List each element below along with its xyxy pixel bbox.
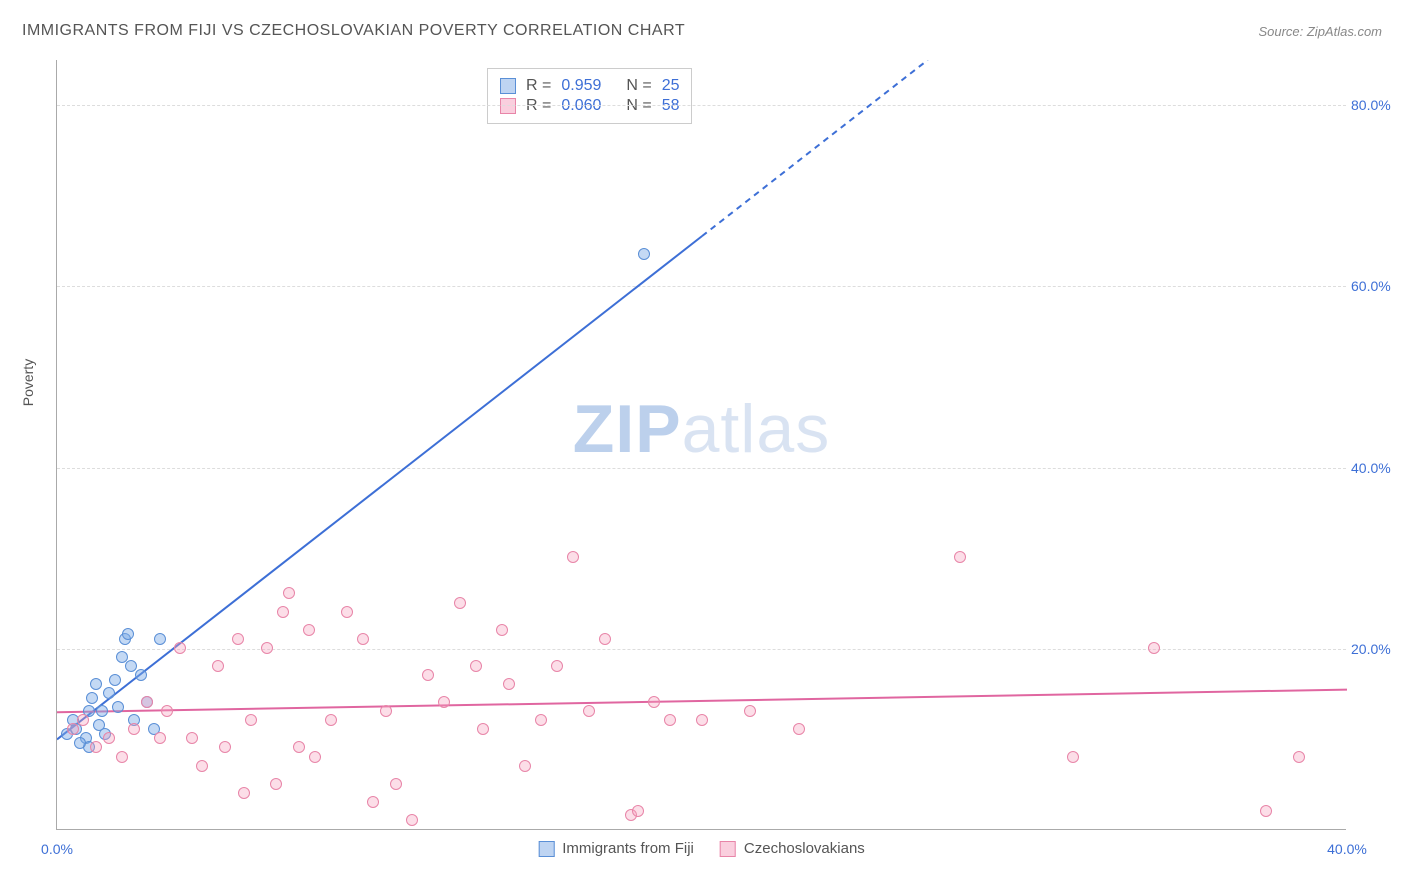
czech-point	[438, 696, 450, 708]
gridline	[57, 105, 1346, 106]
fiji-point	[90, 678, 102, 690]
y-tick-label: 40.0%	[1351, 460, 1406, 476]
czech-point	[422, 669, 434, 681]
fiji-point	[112, 701, 124, 713]
czech-point	[1148, 642, 1160, 654]
czech-point	[367, 796, 379, 808]
czech-point	[406, 814, 418, 826]
legend-n-value: 25	[662, 77, 680, 95]
watermark-zip: ZIP	[573, 391, 682, 467]
czech-point	[1260, 805, 1272, 817]
czech-point	[283, 587, 295, 599]
czech-point	[664, 714, 676, 726]
czech-point	[583, 705, 595, 717]
legend-r-label: R =	[526, 77, 551, 95]
fiji-point	[86, 692, 98, 704]
correlation-legend: R =0.959N =25R =0.060N =58	[487, 68, 692, 124]
czech-point	[599, 633, 611, 645]
czech-point	[293, 741, 305, 753]
legend-bottom-item: Czechoslovakians	[720, 840, 865, 857]
czech-point	[116, 751, 128, 763]
czech-point	[954, 551, 966, 563]
fiji-point	[638, 248, 650, 260]
czech-point	[632, 805, 644, 817]
legend-swatch	[720, 841, 736, 857]
fiji-point	[109, 674, 121, 686]
czech-point	[567, 551, 579, 563]
czech-point	[357, 633, 369, 645]
czech-point	[535, 714, 547, 726]
czech-point	[303, 624, 315, 636]
series-legend: Immigrants from Fiji Czechoslovakians	[538, 840, 865, 857]
czech-point	[503, 678, 515, 690]
czech-point	[219, 741, 231, 753]
watermark: ZIPatlas	[573, 390, 830, 468]
czech-point	[154, 732, 166, 744]
czech-point	[67, 723, 79, 735]
czech-point	[793, 723, 805, 735]
fiji-point	[135, 669, 147, 681]
czech-point	[496, 624, 508, 636]
czech-point	[277, 606, 289, 618]
fiji-point	[96, 705, 108, 717]
czech-point	[174, 642, 186, 654]
watermark-atlas: atlas	[682, 391, 831, 467]
fiji-point	[122, 628, 134, 640]
czech-point	[477, 723, 489, 735]
czech-point	[103, 732, 115, 744]
legend-n-label: N =	[626, 77, 651, 95]
czech-point	[161, 705, 173, 717]
czech-point	[90, 741, 102, 753]
x-tick-label: 0.0%	[41, 841, 73, 857]
czech-point	[261, 642, 273, 654]
legend-swatch	[538, 841, 554, 857]
fiji-point	[74, 737, 86, 749]
y-tick-label: 60.0%	[1351, 278, 1406, 294]
czech-point	[390, 778, 402, 790]
y-tick-label: 20.0%	[1351, 641, 1406, 657]
czech-point	[270, 778, 282, 790]
czech-point	[245, 714, 257, 726]
source-attribution: Source: ZipAtlas.com	[1258, 24, 1382, 39]
czech-point	[380, 705, 392, 717]
czech-point	[141, 696, 153, 708]
y-tick-label: 80.0%	[1351, 97, 1406, 113]
legend-series-label: Immigrants from Fiji	[562, 840, 694, 857]
czech-point	[341, 606, 353, 618]
chart-plot-area: ZIPatlas R =0.959N =25R =0.060N =58 Immi…	[56, 60, 1346, 830]
czech-point	[454, 597, 466, 609]
czech-point	[232, 633, 244, 645]
legend-series-label: Czechoslovakians	[744, 840, 865, 857]
czech-point	[470, 660, 482, 672]
czech-point	[551, 660, 563, 672]
czech-point	[744, 705, 756, 717]
chart-title: IMMIGRANTS FROM FIJI VS CZECHOSLOVAKIAN …	[22, 22, 685, 40]
fiji-point	[154, 633, 166, 645]
x-tick-label: 40.0%	[1327, 841, 1367, 857]
czech-point	[696, 714, 708, 726]
czech-point	[186, 732, 198, 744]
czech-point	[212, 660, 224, 672]
czech-point	[1293, 751, 1305, 763]
legend-swatch	[500, 78, 516, 94]
gridline	[57, 468, 1346, 469]
czech-point	[1067, 751, 1079, 763]
legend-row: R = 0.959 N = 25	[500, 77, 679, 95]
czech-point	[325, 714, 337, 726]
legend-r-value: 0.959	[561, 77, 616, 95]
czech-point	[519, 760, 531, 772]
y-axis-label: Poverty	[20, 359, 36, 406]
czech-point	[196, 760, 208, 772]
legend-bottom-item: Immigrants from Fiji	[538, 840, 694, 857]
czech-point	[77, 714, 89, 726]
czech-point	[309, 751, 321, 763]
czech-point	[648, 696, 660, 708]
fiji-point	[103, 687, 115, 699]
czech-point	[238, 787, 250, 799]
gridline	[57, 286, 1346, 287]
czech-point	[128, 723, 140, 735]
fiji-point	[125, 660, 137, 672]
